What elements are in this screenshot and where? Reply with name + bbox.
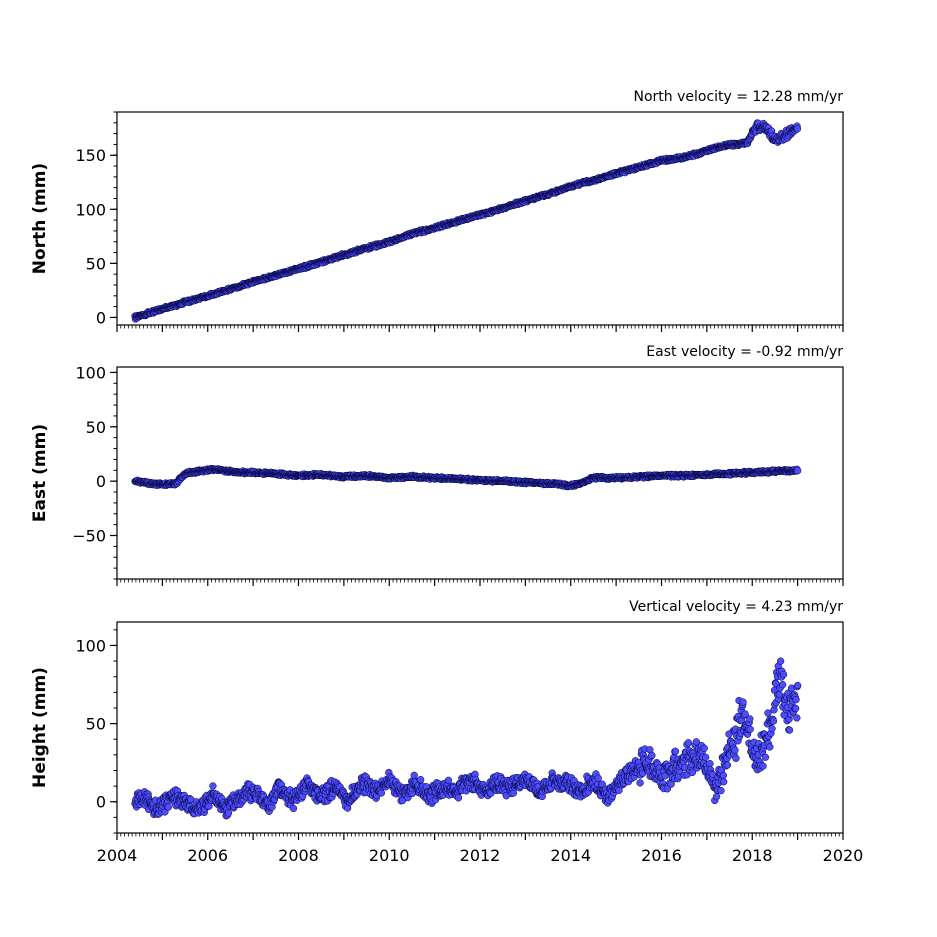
height-y-axis-title: Height (mm) bbox=[30, 667, 50, 788]
height-data-point bbox=[785, 726, 794, 734]
height-y-tick-label: 100 bbox=[75, 636, 106, 655]
height-data-point bbox=[289, 804, 298, 813]
height-velocity-title: Vertical velocity = 4.23 mm/yr bbox=[629, 599, 843, 615]
height-data-point bbox=[719, 771, 728, 780]
height-data-point bbox=[731, 746, 739, 754]
east-panel: −50 0 50 100 East (mm) East velocity = -0.92 … bbox=[30, 344, 844, 586]
east-y-tick-label: 100 bbox=[75, 363, 106, 382]
height-y-tick-label: 0 bbox=[96, 793, 106, 812]
height-data-point bbox=[764, 709, 772, 717]
height-y-tick-label: 50 bbox=[86, 715, 106, 734]
height-data-point bbox=[706, 760, 714, 768]
east-points bbox=[131, 464, 802, 491]
height-data-point bbox=[759, 762, 767, 770]
height-x-tick-label: 2020 bbox=[823, 846, 864, 865]
height-data-point bbox=[377, 789, 386, 797]
height-data-point bbox=[775, 690, 783, 699]
height-data-point bbox=[766, 743, 774, 751]
north-y-tick-label: 150 bbox=[75, 146, 106, 165]
north-panel: 0 50 100 150 North (mm) North velocity = 12.2… bbox=[30, 89, 844, 332]
north-velocity-title: North velocity = 12.28 mm/yr bbox=[633, 89, 843, 105]
height-data-point bbox=[768, 725, 776, 733]
height-data-point bbox=[701, 753, 710, 761]
height-data-point bbox=[454, 794, 463, 802]
height-x-tick-label: 2006 bbox=[187, 846, 228, 865]
north-y-tick-label: 50 bbox=[86, 254, 106, 273]
north-data-point bbox=[793, 125, 802, 133]
height-data-point bbox=[746, 725, 754, 733]
height-data-point bbox=[793, 714, 801, 722]
north-points bbox=[131, 119, 802, 323]
height-data-point bbox=[444, 776, 453, 785]
height-data-point bbox=[648, 751, 656, 760]
height-data-point bbox=[224, 809, 233, 817]
height-data-point bbox=[700, 744, 708, 752]
height-data-point bbox=[776, 657, 785, 665]
east-y-tick-label: −50 bbox=[72, 527, 106, 546]
height-data-point bbox=[746, 715, 754, 723]
height-x-tick-label: 2008 bbox=[278, 846, 319, 865]
north-y-axis-title: North (mm) bbox=[30, 163, 50, 274]
height-data-point bbox=[732, 754, 740, 762]
height-data-point bbox=[164, 803, 172, 811]
height-data-point bbox=[712, 792, 721, 801]
east-data-point bbox=[794, 467, 802, 475]
height-data-point bbox=[761, 753, 770, 761]
height-data-point bbox=[684, 739, 693, 747]
height-x-tick-label: 2018 bbox=[732, 846, 773, 865]
east-y-tick-label: 0 bbox=[96, 472, 106, 491]
height-data-point bbox=[636, 779, 644, 787]
height-data-point bbox=[769, 717, 778, 725]
height-data-point bbox=[794, 681, 802, 690]
height-x-tick-label: 2012 bbox=[460, 846, 501, 865]
north-y-tick-label: 100 bbox=[75, 200, 106, 219]
height-data-point bbox=[792, 695, 800, 704]
height-data-point bbox=[671, 747, 680, 755]
height-data-point bbox=[779, 681, 787, 689]
north-y-tick-label: 0 bbox=[96, 308, 106, 327]
height-data-point bbox=[416, 775, 425, 784]
east-velocity-title: East velocity = -0.92 mm/yr bbox=[646, 344, 843, 360]
height-x-tick-label: 2016 bbox=[641, 846, 682, 865]
height-x-tick-label: 2014 bbox=[550, 846, 591, 865]
east-y-axis-title: East (mm) bbox=[30, 424, 50, 522]
height-data-point bbox=[594, 774, 602, 782]
height-data-point bbox=[720, 778, 728, 786]
height-data-point bbox=[209, 782, 217, 790]
east-y-tick-label: 50 bbox=[86, 418, 106, 437]
height-data-point bbox=[717, 786, 725, 795]
height-x-tick-label: 2004 bbox=[97, 846, 138, 865]
height-data-point bbox=[739, 698, 747, 706]
height-x-tick-label: 2010 bbox=[369, 846, 410, 865]
height-data-point bbox=[792, 704, 800, 713]
height-data-point bbox=[723, 761, 732, 769]
height-data-point bbox=[779, 670, 788, 679]
